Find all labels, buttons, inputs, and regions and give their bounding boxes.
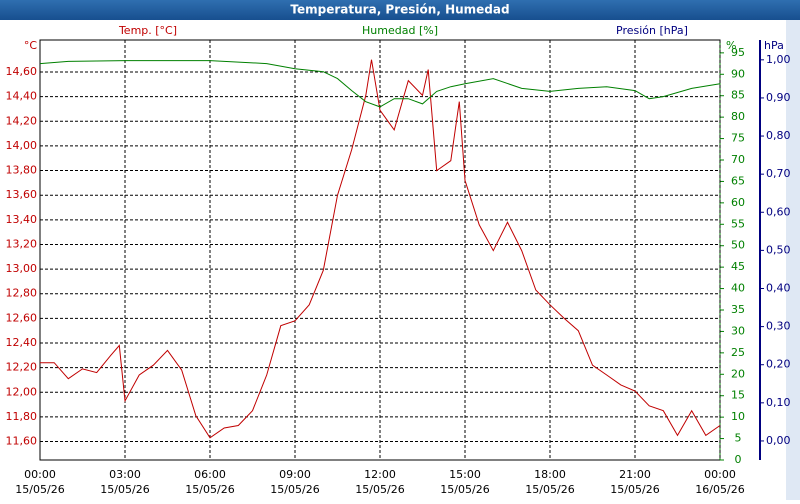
y2-tick-label: 30 [731,324,745,337]
y3-tick-label: 0,30 [766,320,791,333]
x-tick-date: 15/05/26 [100,483,149,496]
y2-tick-label: 15 [731,389,745,402]
y2-unit: % [726,39,736,52]
y2-tick-label: 35 [731,303,745,316]
x-tick-label: 00:00 [24,468,56,481]
x-tick-date: 15/05/26 [355,483,404,496]
x-tick-label: 18:00 [534,468,566,481]
y2-tick-label: 55 [731,217,745,230]
y2-tick-label: 50 [731,239,745,252]
y-axis-label: Temp. [°C] [118,24,177,37]
y2-tick-label: 80 [731,110,745,123]
x-tick-date: 15/05/26 [185,483,234,496]
x-tick-date: 15/05/26 [440,483,489,496]
y2-tick-label: 10 [731,410,745,423]
y-tick-label: 13,00 [6,262,38,275]
side-strip [786,20,800,500]
y2-tick-label: 25 [731,346,745,359]
y-tick-label: 12,40 [6,336,38,349]
y-unit: °C [24,39,38,52]
y-tick-label: 14,40 [6,90,38,103]
x-tick-label: 00:00 [704,468,736,481]
y2-tick-label: 95 [731,46,745,59]
y-tick-label: 13,20 [6,237,38,250]
y-tick-label: 13,80 [6,164,38,177]
series-line [40,59,721,439]
y2-tick-label: 85 [731,89,745,102]
y3-tick-label: 0,60 [766,205,791,218]
y-tick-label: 13,40 [6,213,38,226]
y2-tick-label: 5 [735,432,742,445]
x-tick-label: 03:00 [109,468,141,481]
x-tick-label: 12:00 [364,468,396,481]
x-tick-label: 06:00 [194,468,226,481]
y-tick-label: 13,60 [6,188,38,201]
y-tick-label: 12,80 [6,287,38,300]
y2-tick-label: 0 [735,453,742,466]
y2-tick-label: 20 [731,367,745,380]
y3-tick-label: 0,90 [766,91,791,104]
y3-tick-label: 0,10 [766,396,791,409]
x-tick-date: 15/05/26 [610,483,659,496]
y3-tick-label: 0,50 [766,243,791,256]
y3-tick-label: 0,00 [766,434,791,447]
x-tick-label: 15:00 [449,468,481,481]
y2-tick-label: 40 [731,282,745,295]
x-tick-label: 21:00 [619,468,651,481]
y2-tick-label: 65 [731,174,745,187]
x-tick-label: 09:00 [279,468,311,481]
y-tick-label: 14,20 [6,114,38,127]
y2-axis-label: Humedad [%] [362,24,438,37]
y-tick-label: 14,60 [6,65,38,78]
y2-tick-label: 45 [731,260,745,273]
x-tick-date: 15/05/26 [270,483,319,496]
x-tick-date: 16/05/26 [695,483,744,496]
series-line [39,60,721,108]
y-tick-label: 14,00 [6,139,38,152]
y3-axis-label: Presión [hPa] [616,24,688,37]
y2-tick-label: 70 [731,153,745,166]
y-tick-label: 12,60 [6,311,38,324]
y3-tick-label: 1,00 [766,53,791,66]
title-bar [0,0,800,20]
y3-tick-label: 0,80 [766,129,791,142]
y3-tick-label: 0,70 [766,167,791,180]
y2-tick-label: 90 [731,67,745,80]
chart-title: Temperatura, Presión, Humedad [290,3,509,17]
y3-tick-label: 0,40 [766,281,791,294]
y-tick-label: 12,20 [6,361,38,374]
y2-tick-label: 75 [731,132,745,145]
y-tick-label: 12,00 [6,385,38,398]
y3-tick-label: 0,20 [766,358,791,371]
y3-unit: hPa [764,39,784,52]
y-tick-label: 11,80 [6,410,38,423]
y2-tick-label: 60 [731,196,745,209]
x-tick-date: 15/05/26 [15,483,64,496]
y-tick-label: 11,60 [6,435,38,448]
x-tick-date: 15/05/26 [525,483,574,496]
